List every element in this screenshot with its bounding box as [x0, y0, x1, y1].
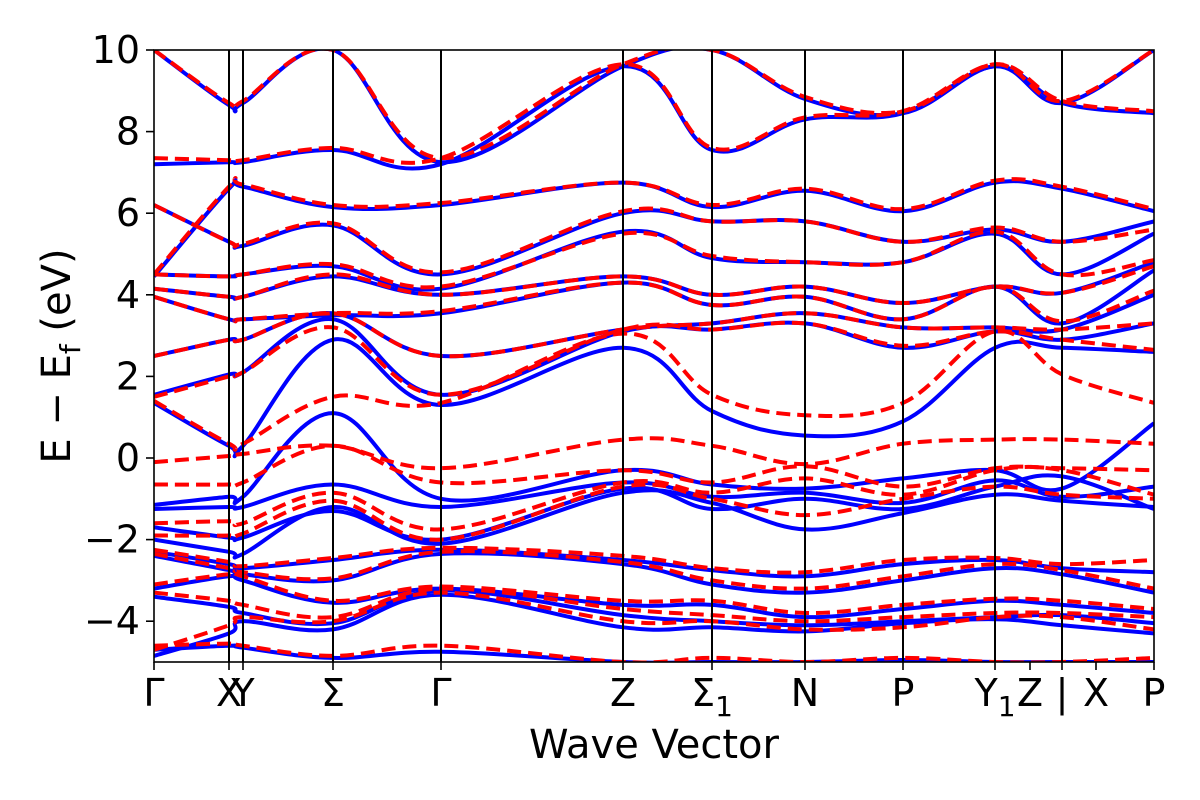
solid-band-18	[154, 64, 1154, 171]
kpoint-label-13: P	[1143, 671, 1166, 715]
kpoint-label-0: Γ	[143, 671, 164, 715]
kpoint-label-5: Z	[610, 671, 636, 715]
y-tick-label-4: 4	[116, 273, 140, 317]
y-tick-label-6: 8	[116, 110, 140, 154]
kpoint-label-3: Σ	[321, 671, 345, 715]
kpoint-label-7: N	[791, 671, 819, 715]
x-axis-label: Wave Vector	[529, 722, 780, 768]
dashed-band-7	[154, 464, 1154, 532]
y-tick-label-7: 10	[92, 28, 140, 72]
solid-band-6	[154, 488, 1154, 560]
bands-layer	[154, 50, 1154, 662]
dashed-band-14	[154, 264, 1154, 305]
kpoint-label-9: Y1	[973, 671, 1015, 723]
kpoint-label-10: Z	[1017, 671, 1043, 715]
kpoint-label-11: |	[1056, 671, 1069, 716]
kpoint-label-4: Γ	[430, 671, 451, 715]
y-tick-label-3: 2	[116, 354, 140, 398]
kpoint-label-1: X	[216, 671, 242, 715]
plot-frame	[153, 49, 1155, 663]
dashed-band-16	[154, 203, 1154, 275]
y-axis-ticks: −4 −2 0 2 4 6 8 10	[84, 28, 154, 643]
dashed-band-10	[154, 329, 1154, 452]
y-tick-label-1: −2	[84, 518, 140, 562]
dashed-band-15	[154, 229, 1154, 290]
y-axis-label-unit: (eV)	[34, 248, 80, 344]
y-axis-label-main: E − E	[34, 354, 80, 464]
y-tick-label-5: 6	[116, 191, 140, 235]
dashed-band-0	[154, 641, 1154, 662]
dashed-band-9	[154, 436, 1154, 471]
y-tick-label-2: 0	[116, 436, 140, 480]
y-axis-label: E − Ef (eV)	[34, 248, 87, 463]
kpoint-label-6: Σ1	[691, 671, 733, 723]
y-tick-label-0: −4	[84, 599, 140, 643]
dashed-band-19	[154, 50, 1154, 161]
dashed-band-12	[154, 311, 1154, 359]
y-axis-label-sub: f	[54, 343, 87, 354]
kpoint-divider-lines	[228, 50, 1063, 662]
dashed-band-13	[154, 280, 1154, 324]
kpoint-label-12: X	[1083, 671, 1109, 715]
kpoint-label-2: Y	[230, 671, 255, 715]
x-axis-kpoint-labels: Γ XY Σ Γ Z Σ1 N P Y1 Z | X P	[143, 662, 1165, 723]
kpoint-label-8: P	[892, 671, 915, 715]
